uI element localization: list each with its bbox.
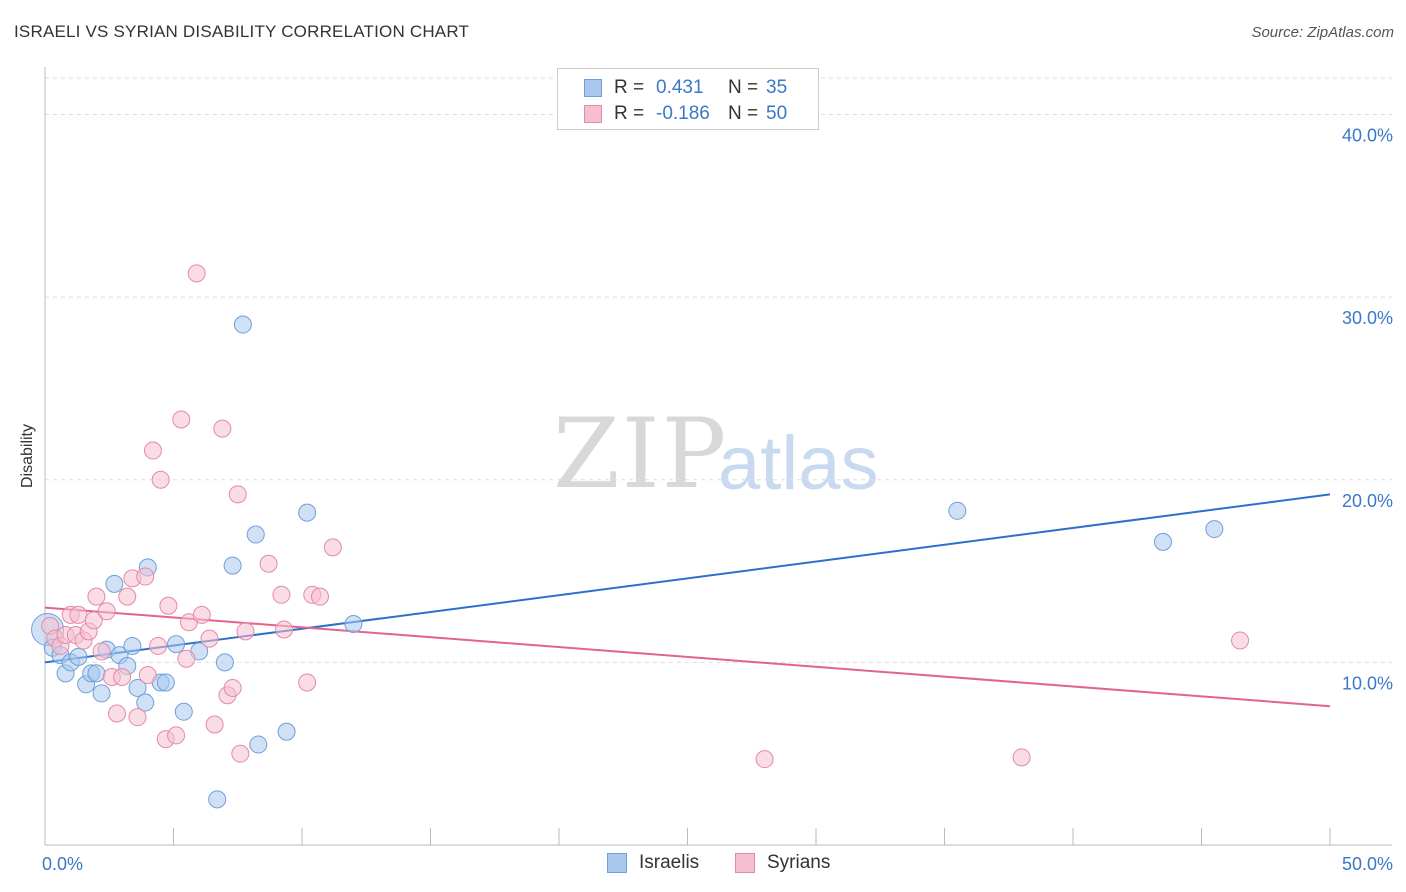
data-point-syrians <box>236 622 255 641</box>
legend-r-value: -0.186 <box>656 103 710 124</box>
legend-swatch-israelis <box>584 79 602 97</box>
data-points <box>31 264 1250 809</box>
data-point-syrians <box>272 585 291 604</box>
data-point-israelis <box>223 556 242 575</box>
legend-r-value: 0.431 <box>656 77 704 98</box>
data-point-syrians <box>187 264 206 283</box>
correlation-legend: R = 0.431 N = 35 R = -0.186 N = 50 <box>557 68 819 130</box>
data-point-syrians <box>92 642 111 661</box>
data-point-syrians <box>259 554 278 573</box>
legend-n-value: 35 <box>766 77 788 98</box>
data-point-syrians <box>228 485 247 504</box>
bottom-legend-label-syrians: Syrians <box>767 852 831 873</box>
data-point-syrians <box>97 602 116 621</box>
data-point-syrians <box>275 620 294 639</box>
axes <box>44 67 1392 846</box>
legend-row-syrians: R = -0.186 N = 50 <box>584 102 787 126</box>
data-point-syrians <box>298 673 317 692</box>
data-point-syrians <box>213 419 232 438</box>
data-point-syrians <box>107 704 126 723</box>
data-point-syrians <box>69 605 88 624</box>
data-point-israelis <box>208 790 227 809</box>
data-point-syrians <box>136 567 155 586</box>
bottom-legend-label-israelis: Israelis <box>639 852 700 873</box>
data-point-syrians <box>87 587 106 606</box>
data-point-syrians <box>200 629 219 648</box>
data-point-syrians <box>149 636 168 655</box>
chart-title: ISRAELI VS SYRIAN DISABILITY CORRELATION… <box>14 22 470 41</box>
data-point-israelis <box>87 664 106 683</box>
data-point-israelis <box>233 315 252 334</box>
data-point-syrians <box>118 587 137 606</box>
legend-r-label: R = <box>614 103 645 124</box>
data-point-syrians <box>151 470 170 489</box>
legend-r-label: R = <box>614 77 645 98</box>
data-point-syrians <box>755 750 774 769</box>
trend-lines <box>44 493 1331 708</box>
legend-n-value: 50 <box>766 103 788 124</box>
data-point-syrians <box>172 410 191 429</box>
data-point-israelis <box>136 693 155 712</box>
data-point-israelis <box>1205 520 1224 539</box>
y-tick-label: 40.0% <box>1342 126 1393 146</box>
x-tick-label: 50.0% <box>1342 854 1393 874</box>
data-point-israelis <box>277 722 296 741</box>
y-tick-label: 10.0% <box>1342 673 1393 693</box>
data-point-israelis <box>246 525 265 544</box>
watermark-atlas: atlas <box>718 421 879 506</box>
legend-row-israelis: R = 0.431 N = 35 <box>584 76 787 100</box>
data-point-israelis <box>123 636 142 655</box>
bottom-legend-swatch-syrians <box>735 853 755 873</box>
data-point-syrians <box>231 744 250 763</box>
data-point-israelis <box>215 653 234 672</box>
data-point-syrians <box>192 605 211 624</box>
data-point-israelis <box>344 615 363 634</box>
data-point-syrians <box>167 726 186 745</box>
data-point-israelis <box>1153 532 1172 551</box>
data-point-israelis <box>92 684 111 703</box>
data-point-israelis <box>249 735 268 754</box>
legend-swatch-syrians <box>584 105 602 123</box>
data-point-israelis <box>69 647 88 666</box>
data-point-syrians <box>1231 631 1250 650</box>
data-point-israelis <box>105 574 124 593</box>
tick-labels: 10.0% 20.0% 30.0% 40.0% 0.0% 50.0% <box>42 126 1393 874</box>
legend-n-label: N = <box>728 77 759 98</box>
y-tick-label: 30.0% <box>1342 308 1393 328</box>
data-point-syrians <box>323 538 342 557</box>
source-label: Source: ZipAtlas.com <box>1251 24 1394 41</box>
data-point-syrians <box>310 587 329 606</box>
data-point-syrians <box>223 678 242 697</box>
data-point-syrians <box>205 715 224 734</box>
bottom-legend-israelis: Israelis <box>607 852 699 874</box>
data-point-israelis <box>128 678 147 697</box>
data-point-israelis <box>167 635 186 654</box>
data-point-israelis <box>156 673 175 692</box>
data-point-israelis <box>298 503 317 522</box>
data-point-syrians <box>143 441 162 460</box>
data-point-israelis <box>948 501 967 520</box>
y-tick-label: 20.0% <box>1342 491 1393 511</box>
bottom-legend-swatch-israelis <box>607 853 627 873</box>
bottom-legend-syrians: Syrians <box>735 852 830 874</box>
data-point-syrians <box>138 666 157 685</box>
data-point-syrians <box>84 611 103 630</box>
trend-line-syrians <box>44 606 1331 708</box>
trend-line-israelis <box>44 493 1331 664</box>
data-point-syrians <box>128 708 147 727</box>
watermark-zip: ZIP <box>553 398 729 510</box>
x-tick-label: 0.0% <box>42 854 83 874</box>
data-point-syrians <box>1012 748 1031 767</box>
data-point-syrians <box>177 649 196 668</box>
data-point-syrians <box>113 667 132 686</box>
data-point-syrians <box>159 596 178 615</box>
legend-n-label: N = <box>728 103 759 124</box>
data-point-israelis <box>174 702 193 721</box>
